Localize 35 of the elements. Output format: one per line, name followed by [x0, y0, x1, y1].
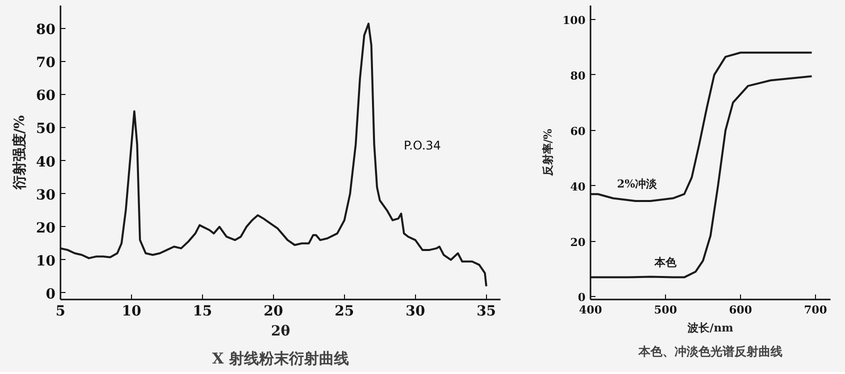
y-tick-label: 40: [36, 154, 56, 170]
y-tick-label: 80: [36, 22, 56, 38]
y-tick-label: 20: [36, 220, 56, 236]
y-tick-label: 0: [578, 291, 586, 304]
text: X 射线粉末衍射曲线: [212, 350, 349, 368]
x-tick-label: 30: [406, 304, 426, 320]
x-tick-label: 500: [654, 304, 678, 316]
y-axis-title: 衍射强度/%: [11, 115, 28, 191]
x-tick-label: 5: [56, 304, 66, 320]
y-tick-label: 100: [562, 14, 586, 27]
y-axis-title: 反射率/%: [542, 128, 555, 178]
x-axis-title: 波长/nm: [686, 322, 734, 334]
x-tick-label: 10: [122, 304, 142, 320]
y-tick-label: 10: [36, 253, 56, 270]
text: 本色、冲淡色光谱反射曲线: [638, 344, 782, 358]
y-tick-label: 40: [570, 180, 586, 194]
y-tick-label: 0: [46, 286, 56, 302]
y-tick-label: 70: [36, 55, 56, 72]
series-label: 2%冲淡: [617, 177, 658, 190]
y-tick-label: 50: [36, 121, 56, 138]
x-tick-label: 25: [334, 304, 354, 320]
series-label: 本色: [654, 256, 678, 269]
x-tick-label: 400: [579, 304, 602, 316]
y-tick-label: 30: [36, 187, 56, 204]
y-tick-label: 60: [570, 124, 586, 138]
annotation: P.O.34: [404, 138, 441, 152]
x-axis-title: 2θ: [270, 324, 290, 340]
y-tick-label: 20: [570, 236, 586, 249]
x-tick-label: 20: [264, 304, 284, 320]
x-tick-label: 15: [192, 304, 212, 320]
x-tick-label: 35: [476, 304, 496, 320]
y-tick-label: 60: [36, 88, 56, 104]
y-tick-label: 80: [570, 69, 586, 82]
x-tick-label: 700: [804, 304, 828, 316]
x-tick-label: 600: [729, 304, 752, 316]
